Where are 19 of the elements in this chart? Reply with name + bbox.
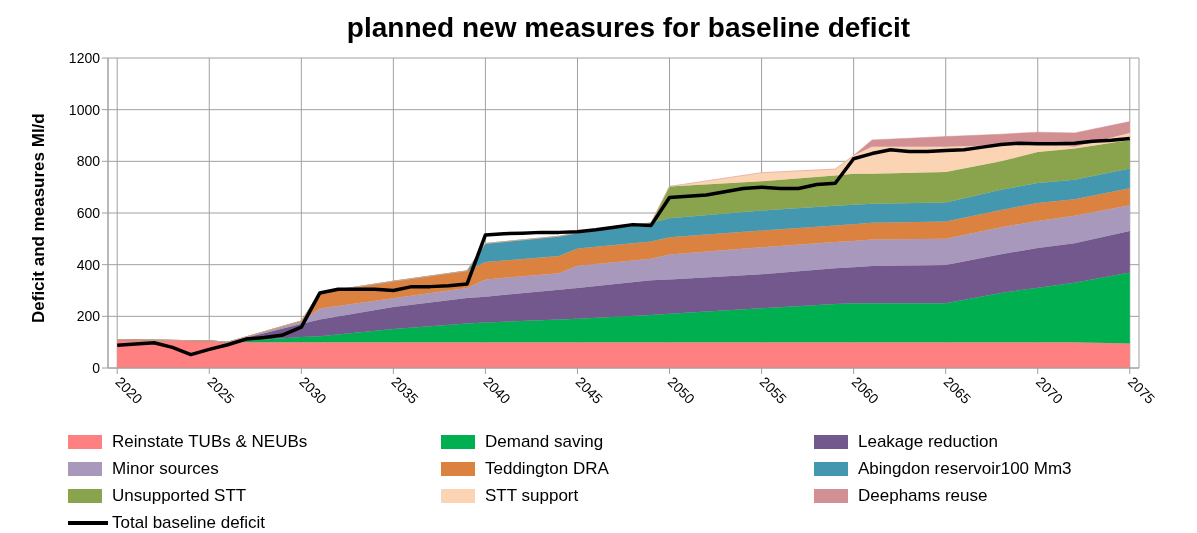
y-tick-label: 1000: [68, 101, 101, 118]
legend-label: Total baseline deficit: [112, 512, 266, 533]
legend-label: Teddington DRA: [485, 458, 609, 479]
chart-title: planned new measures for baseline deficit: [345, 11, 912, 45]
y-tick-label: 600: [76, 204, 101, 221]
legend-label: Demand saving: [485, 431, 604, 452]
y-tick-label: 1200: [68, 49, 101, 66]
y-tick-label: 0: [92, 359, 101, 376]
legend-label: Leakage reduction: [858, 431, 998, 452]
legend-label: Abingdon reservoir100 Mm3: [858, 458, 1072, 479]
y-tick-label: 800: [76, 153, 101, 170]
legend-label: STT support: [485, 485, 579, 506]
legend-label: Unsupported STT: [112, 485, 247, 506]
legend-label: Deephams reuse: [858, 485, 988, 506]
y-tick-label: 400: [76, 256, 101, 273]
y-axis-title: Deficit and measures Ml/d: [29, 113, 49, 323]
legend-label: Reinstate TUBs & NEUBs: [112, 431, 308, 452]
legend-label: Minor sources: [112, 458, 219, 479]
y-tick-label: 200: [76, 308, 101, 325]
